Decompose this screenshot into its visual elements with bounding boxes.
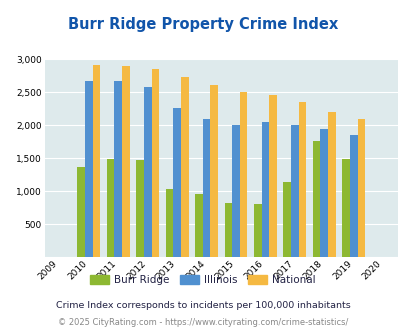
Bar xyxy=(269,95,276,257)
Bar xyxy=(290,125,298,257)
Bar xyxy=(202,119,210,257)
Bar xyxy=(341,159,349,257)
Bar xyxy=(151,69,159,257)
Bar xyxy=(312,141,320,257)
Text: Crime Index corresponds to incidents per 100,000 inhabitants: Crime Index corresponds to incidents per… xyxy=(55,301,350,310)
Bar xyxy=(283,182,290,257)
Bar xyxy=(357,119,364,257)
Legend: Burr Ridge, Illinois, National: Burr Ridge, Illinois, National xyxy=(86,271,319,289)
Bar xyxy=(85,81,92,257)
Bar xyxy=(261,122,269,257)
Bar xyxy=(173,108,181,257)
Bar xyxy=(210,85,217,257)
Bar xyxy=(165,189,173,257)
Bar xyxy=(349,135,357,257)
Text: Burr Ridge Property Crime Index: Burr Ridge Property Crime Index xyxy=(68,16,337,31)
Bar xyxy=(92,65,100,257)
Bar xyxy=(107,159,114,257)
Bar xyxy=(298,102,306,257)
Bar xyxy=(114,81,122,257)
Bar xyxy=(194,194,202,257)
Bar xyxy=(143,87,151,257)
Bar xyxy=(77,167,85,257)
Bar xyxy=(181,77,188,257)
Bar xyxy=(239,92,247,257)
Text: © 2025 CityRating.com - https://www.cityrating.com/crime-statistics/: © 2025 CityRating.com - https://www.city… xyxy=(58,318,347,327)
Bar xyxy=(232,125,239,257)
Bar xyxy=(224,203,232,257)
Bar xyxy=(136,160,143,257)
Bar xyxy=(327,112,335,257)
Bar xyxy=(253,204,261,257)
Bar xyxy=(320,129,327,257)
Bar xyxy=(122,66,130,257)
